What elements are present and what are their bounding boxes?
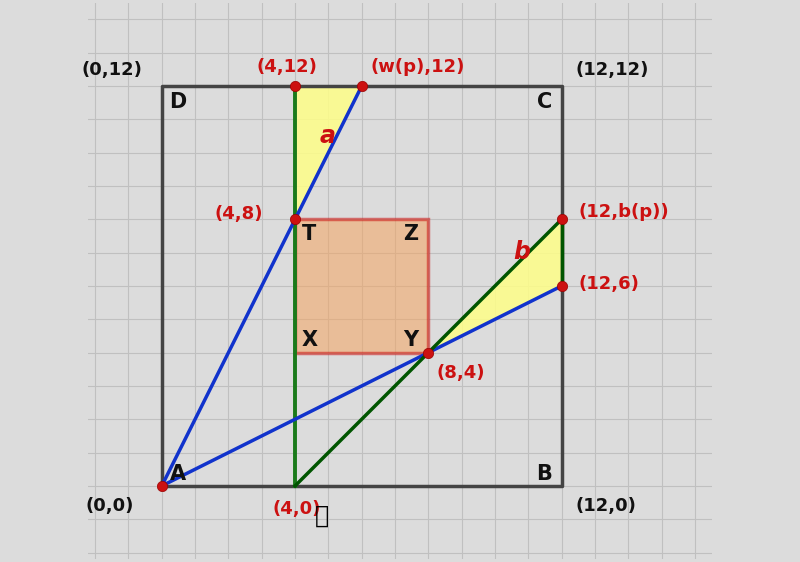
Text: (12,6): (12,6)	[578, 275, 639, 293]
Text: (4,0): (4,0)	[273, 500, 321, 518]
Text: A: A	[170, 464, 186, 484]
Polygon shape	[428, 219, 562, 352]
Polygon shape	[295, 86, 362, 219]
Text: (4,8): (4,8)	[214, 205, 263, 223]
Bar	[295, 219, 428, 352]
Text: X: X	[302, 330, 318, 350]
Text: a: a	[320, 124, 336, 148]
Text: (0,0): (0,0)	[86, 497, 134, 515]
Text: (12,b(p)): (12,b(p))	[578, 202, 669, 220]
Point	[289, 215, 302, 224]
Point	[355, 81, 368, 90]
Text: (w(p),12): (w(p),12)	[370, 58, 464, 76]
Text: (4,12): (4,12)	[256, 58, 317, 76]
Text: Y: Y	[403, 330, 418, 350]
Text: (12,0): (12,0)	[575, 497, 636, 515]
Text: 👮: 👮	[314, 504, 329, 528]
Point	[289, 81, 302, 90]
Point	[422, 348, 434, 357]
Point	[555, 282, 568, 291]
Point	[555, 215, 568, 224]
Text: b: b	[514, 241, 530, 264]
Text: (8,4): (8,4)	[437, 364, 485, 382]
Text: Z: Z	[403, 224, 418, 244]
Text: D: D	[169, 92, 186, 112]
Text: (12,12): (12,12)	[575, 61, 649, 79]
Text: C: C	[537, 92, 552, 112]
Text: (0,12): (0,12)	[82, 61, 142, 79]
Text: B: B	[537, 464, 553, 484]
Text: T: T	[302, 224, 316, 244]
Point	[155, 482, 168, 491]
